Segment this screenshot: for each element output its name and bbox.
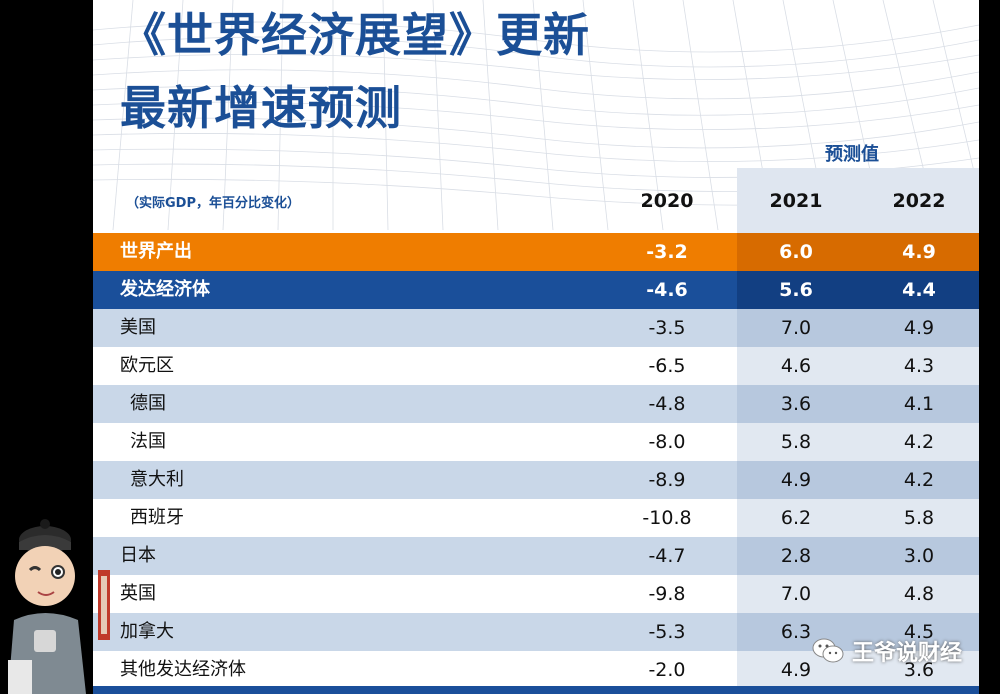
slide: 《世界经济展望》更新 最新增速预测 预测值 （实际GDP，年百分比变化） 202… [93, 0, 979, 694]
forecast-column-shade [737, 613, 979, 651]
value-2021: 4.6 [780, 355, 812, 377]
value-2022: 4.1 [903, 393, 935, 415]
table-row: 其他发达经济体 -2.0 4.9 3.6 [93, 651, 979, 689]
value-2022: 4.5 [903, 621, 935, 643]
forecast-column-shade [737, 537, 979, 575]
forecast-column-shade [737, 271, 979, 309]
row-label: 美国 [120, 317, 156, 338]
forecast-column-shade [737, 233, 979, 271]
value-2021: 7.0 [780, 317, 812, 339]
units-note: （实际GDP，年百分比变化） [126, 196, 300, 211]
value-2021: 6.3 [780, 621, 812, 643]
value-2022: 3.6 [903, 659, 935, 681]
value-2021: 2.8 [780, 545, 812, 567]
table-row: 世界产出 -3.2 6.0 4.9 [93, 233, 979, 271]
watermark: 王爷说财经 [812, 634, 962, 668]
value-2020: -2.0 [648, 659, 686, 681]
value-2020: -3.5 [648, 317, 686, 339]
row-label: 法国 [130, 431, 166, 452]
year-header-2021: 2021 [769, 190, 823, 212]
forecast-column-shade [737, 423, 979, 461]
forecast-label: 预测值 [825, 144, 879, 165]
row-label: 西班牙 [130, 507, 184, 528]
value-2021: 3.6 [780, 393, 812, 415]
row-label: 加拿大 [120, 621, 174, 642]
value-2021: 4.9 [780, 659, 812, 681]
value-2021: 4.9 [780, 469, 812, 491]
value-2022: 4.9 [902, 241, 936, 263]
value-2022: 4.3 [903, 355, 935, 377]
page-subtitle-heading: 最新增速预测 [120, 81, 402, 135]
table-row: 日本 -4.7 2.8 3.0 [93, 537, 979, 575]
bottom-rule [93, 686, 979, 694]
forecast-column-shade [737, 461, 979, 499]
value-2020: -10.8 [642, 507, 692, 529]
value-2022: 4.2 [903, 469, 935, 491]
row-label: 德国 [130, 393, 166, 414]
value-2020: -8.9 [648, 469, 686, 491]
forecast-header-shade [737, 168, 979, 234]
table-row: 发达经济体 -4.6 5.6 4.4 [93, 271, 979, 309]
forecast-table: 世界产出 -3.2 6.0 4.9 发达经济体 -4.6 5.6 4.4 美国 … [93, 233, 979, 689]
row-label: 欧元区 [120, 355, 174, 376]
value-2021: 5.6 [779, 279, 813, 301]
value-2021: 6.0 [779, 241, 813, 263]
table-row: 英国 -9.8 7.0 4.8 [93, 575, 979, 613]
table-row: 美国 -3.5 7.0 4.9 [93, 309, 979, 347]
table-row: 欧元区 -6.5 4.6 4.3 [93, 347, 979, 385]
year-header-2022: 2022 [892, 190, 946, 212]
value-2021: 7.0 [780, 583, 812, 605]
value-2020: -4.6 [646, 279, 688, 301]
value-2022: 4.9 [903, 317, 935, 339]
value-2021: 6.2 [780, 507, 812, 529]
value-2022: 5.8 [903, 507, 935, 529]
value-2020: -5.3 [648, 621, 686, 643]
value-2020: -4.8 [648, 393, 686, 415]
table-row: 意大利 -8.9 4.9 4.2 [93, 461, 979, 499]
value-2022: 3.0 [903, 545, 935, 567]
value-2020: -4.7 [648, 545, 686, 567]
value-2022: 4.2 [903, 431, 935, 453]
value-2022: 4.4 [902, 279, 936, 301]
row-label: 意大利 [130, 469, 184, 490]
row-label: 英国 [120, 583, 156, 604]
table-row: 法国 -8.0 5.8 4.2 [93, 423, 979, 461]
forecast-column-shade [737, 385, 979, 423]
forecast-column-shade [737, 651, 979, 689]
value-2022: 4.8 [903, 583, 935, 605]
value-2020: -3.2 [646, 241, 688, 263]
row-label: 日本 [120, 545, 156, 566]
mesh-background [93, 0, 979, 230]
table-row: 德国 -4.8 3.6 4.1 [93, 385, 979, 423]
row-label: 发达经济体 [120, 279, 210, 300]
row-label: 其他发达经济体 [120, 659, 246, 680]
year-header-2020: 2020 [640, 190, 694, 212]
forecast-column-shade [737, 499, 979, 537]
page-title: 《世界经济展望》更新 [120, 8, 590, 62]
row-label: 世界产出 [120, 241, 192, 262]
wechat-icon [812, 638, 844, 663]
value-2020: -9.8 [648, 583, 686, 605]
forecast-column-shade [737, 575, 979, 613]
forecast-column-shade [737, 309, 979, 347]
value-2020: -8.0 [648, 431, 686, 453]
watermark-text: 王爷说财经 [852, 641, 963, 666]
table-row: 西班牙 -10.8 6.2 5.8 [93, 499, 979, 537]
value-2021: 5.8 [780, 431, 812, 453]
forecast-column-shade [737, 347, 979, 385]
value-2020: -6.5 [648, 355, 686, 377]
mascot-illustration [8, 519, 110, 694]
